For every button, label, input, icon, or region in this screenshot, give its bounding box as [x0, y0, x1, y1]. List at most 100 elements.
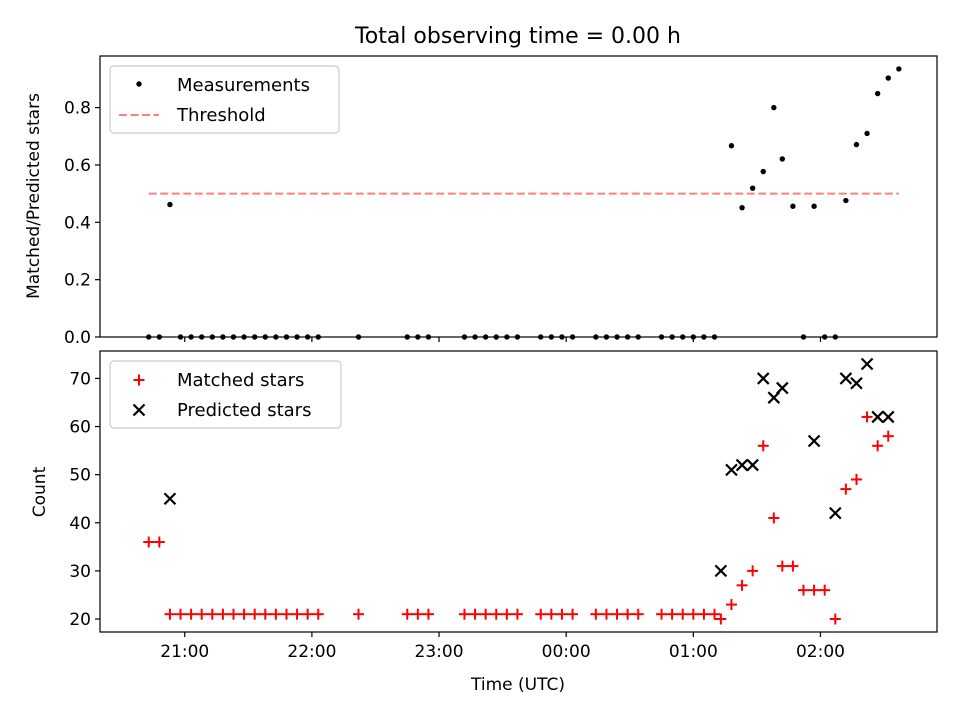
top-measurement-point [749, 185, 756, 191]
legend-entry-label: Measurements [177, 75, 310, 96]
top-measurement-point [790, 203, 796, 209]
x-tick-label: 02:00 [796, 642, 845, 662]
bottom-matched-star-point [143, 536, 155, 548]
bottom-matched-star-point [622, 608, 634, 620]
bottom-predicted-star-point [163, 492, 177, 505]
top-axes-frame [99, 55, 938, 338]
bottom-matched-star-point [829, 613, 841, 625]
bottom-predicted-star-point [776, 381, 789, 395]
x-tick-label: 21:00 [160, 642, 209, 662]
bottom-matched-star-point [656, 608, 668, 620]
top-y-tick-label: 0.0 [64, 328, 91, 348]
bottom-matched-star-point [153, 536, 165, 548]
bottom-legend: Matched stars Predicted stars [109, 360, 342, 429]
top-y-tick-label: 0.4 [64, 213, 91, 233]
bottom-predicted-star-point [756, 372, 770, 385]
bottom-matched-star-point [185, 608, 197, 620]
bottom-matched-star-point [677, 608, 689, 620]
bottom-predicted-star-point [725, 463, 738, 477]
bottom-matched-star-point [808, 584, 820, 596]
bottom-matched-star-point [768, 512, 780, 524]
bottom-matched-star-point [736, 579, 748, 591]
bottom-matched-star-point [872, 440, 884, 452]
top-legend: Measurements Threshold [109, 65, 340, 134]
bottom-matched-star-point [590, 608, 602, 620]
bottom-matched-star-point [302, 608, 314, 620]
bottom-y-tick-label: 60 [69, 418, 91, 438]
x-axis-label: Time (UTC) [470, 675, 565, 695]
bottom-matched-star-point [819, 584, 831, 596]
bottom-matched-star-point [196, 608, 208, 620]
bottom-matched-star-point [687, 608, 699, 620]
top-measurement-point [811, 203, 817, 209]
bottom-predicted-star-point [735, 458, 749, 472]
bottom-predicted-star-point [860, 357, 874, 371]
bottom-matched-star-point [469, 608, 481, 620]
chart-title: Total observing time = 0.00 h [354, 24, 681, 49]
bottom-matched-star-point [787, 560, 799, 572]
top-measurement-point [885, 75, 891, 81]
bottom-y-tick-label: 70 [69, 369, 91, 389]
top-y-tick-label: 0.2 [64, 271, 91, 291]
bottom-matched-star-point [164, 608, 176, 620]
legend-entry-label: Threshold [176, 105, 266, 126]
bottom-y-tick-label: 30 [69, 562, 91, 582]
bottom-matched-star-point [422, 608, 434, 620]
bottom-predicted-star-point [850, 376, 863, 390]
bottom-matched-star-point [480, 608, 492, 620]
top-y-axis-label: Matched/Predicted stars [24, 93, 44, 299]
bottom-matched-star-point [291, 608, 303, 620]
bottom-matched-star-point [632, 608, 644, 620]
bottom-matched-star-point [227, 608, 239, 620]
top-measurement-point [760, 168, 766, 175]
bottom-matched-star-point [490, 608, 502, 620]
top-measurement-point [896, 66, 902, 72]
top-measurement-point [167, 201, 173, 208]
bottom-y-axis-label: Count [30, 466, 50, 517]
legend-matched-swatch [133, 374, 145, 386]
bottom-predicted-star-point [746, 458, 759, 472]
bottom-matched-star-point [757, 440, 769, 452]
bottom-matched-star-point [567, 608, 579, 620]
top-measurement-point [779, 156, 786, 162]
bottom-matched-star-point [798, 584, 810, 596]
top-y-tick-label: 0.6 [64, 156, 91, 176]
bottom-matched-star-point [725, 599, 737, 611]
bottom-matched-star-point [217, 608, 229, 620]
bottom-matched-star-point [840, 483, 852, 495]
top-measurement-point [771, 104, 777, 111]
bottom-matched-star-point [666, 608, 678, 620]
bottom-y-tick-label: 40 [69, 514, 91, 534]
bottom-matched-star-point [280, 608, 292, 620]
x-tick-label: 22:00 [287, 642, 336, 662]
bottom-predicted-star-point [714, 564, 728, 578]
bottom-matched-star-point [545, 608, 557, 620]
top-measurement-point [728, 143, 735, 149]
bottom-matched-star-point [511, 608, 523, 620]
bottom-matched-star-point [882, 430, 894, 442]
top-measurement-point [843, 197, 849, 204]
bottom-matched-star-point [238, 608, 250, 620]
bottom-predicted-star-point [881, 410, 895, 424]
bottom-matched-star-point [698, 608, 710, 620]
bottom-matched-star-point [270, 608, 282, 620]
bottom-matched-star-point [249, 608, 261, 620]
top-measurement-point [739, 204, 745, 211]
bottom-matched-star-point [312, 608, 324, 620]
top-measurement-point [874, 90, 881, 97]
top-measurement-point [864, 130, 870, 137]
bottom-matched-star-point [206, 608, 218, 620]
bottom-matched-star-point [535, 608, 547, 620]
legend-measurement-swatch [136, 81, 142, 87]
bottom-y-tick-label: 20 [69, 610, 91, 630]
bottom-axes-frame [99, 350, 938, 633]
bottom-predicted-star-point [871, 410, 884, 424]
bottom-predicted-star-point [839, 372, 853, 385]
bottom-matched-star-point [861, 411, 873, 423]
bottom-predicted-star-point [829, 506, 842, 520]
bottom-matched-star-point [353, 608, 365, 620]
x-tick-label: 01:00 [669, 642, 718, 662]
bottom-matched-star-point [259, 608, 271, 620]
bottom-matched-star-point [747, 565, 759, 577]
